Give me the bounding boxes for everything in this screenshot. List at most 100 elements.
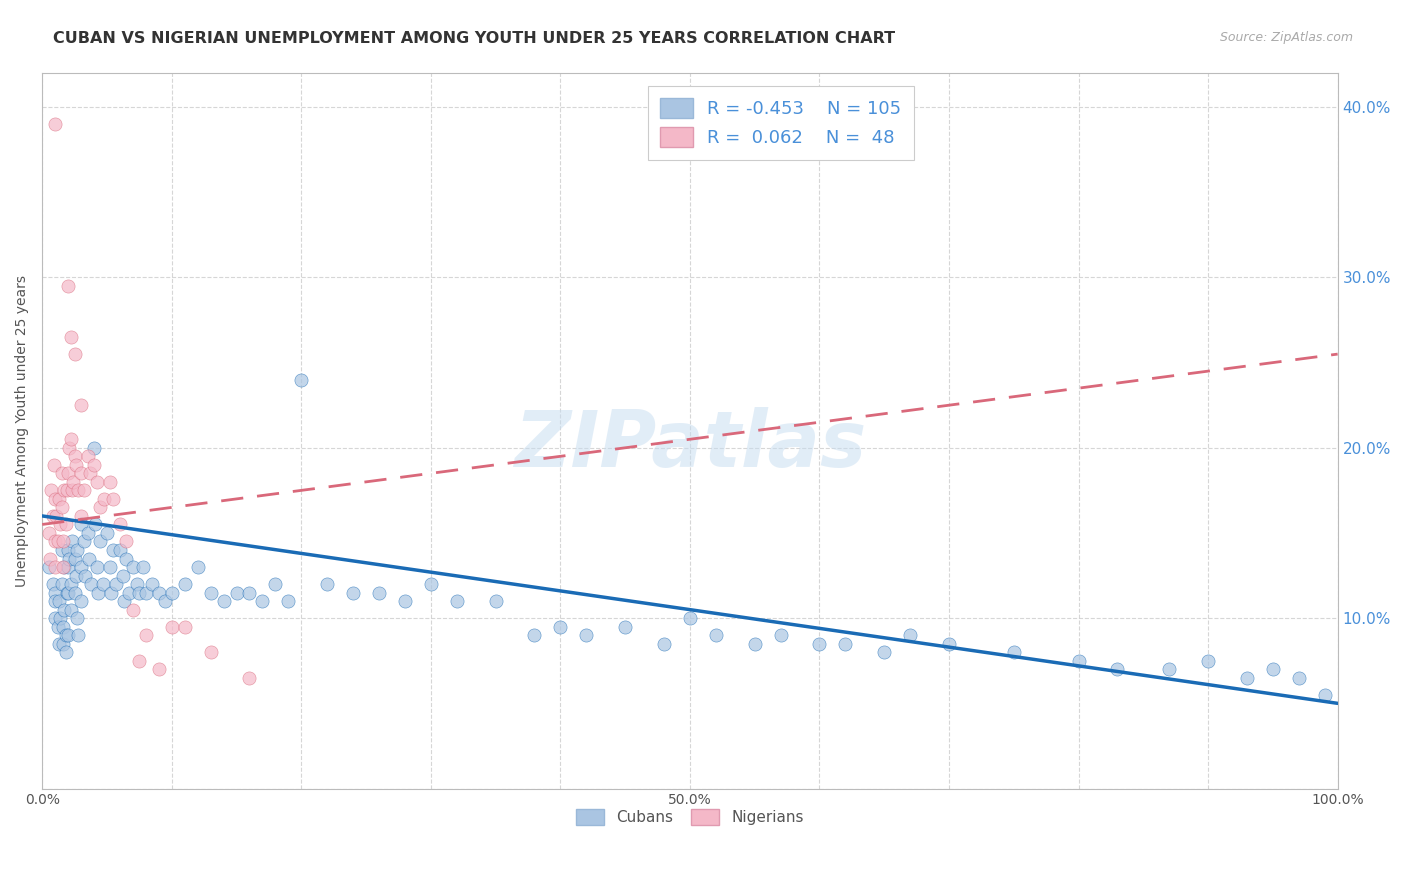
Point bbox=[394, 594, 416, 608]
Point bbox=[128, 654, 150, 668]
Point bbox=[98, 475, 121, 489]
Point bbox=[51, 500, 73, 515]
Point bbox=[89, 500, 111, 515]
Point bbox=[38, 560, 60, 574]
Point bbox=[70, 517, 93, 532]
Point bbox=[115, 551, 138, 566]
Point bbox=[316, 577, 339, 591]
Point bbox=[614, 620, 637, 634]
Point bbox=[56, 585, 79, 599]
Point bbox=[1107, 662, 1129, 676]
Point bbox=[38, 526, 60, 541]
Point bbox=[125, 577, 148, 591]
Point bbox=[67, 483, 90, 498]
Point bbox=[70, 560, 93, 574]
Point bbox=[148, 585, 170, 599]
Point bbox=[63, 551, 86, 566]
Point bbox=[72, 483, 94, 498]
Point bbox=[98, 560, 121, 574]
Point bbox=[70, 508, 93, 523]
Point bbox=[419, 577, 441, 591]
Point bbox=[56, 483, 79, 498]
Point bbox=[86, 475, 108, 489]
Point bbox=[103, 543, 125, 558]
Point bbox=[160, 585, 183, 599]
Point bbox=[72, 534, 94, 549]
Point bbox=[277, 594, 299, 608]
Point bbox=[1261, 662, 1284, 676]
Point bbox=[58, 441, 80, 455]
Point bbox=[108, 543, 131, 558]
Point bbox=[45, 508, 67, 523]
Point bbox=[132, 560, 155, 574]
Point bbox=[89, 534, 111, 549]
Point bbox=[63, 347, 86, 361]
Point bbox=[264, 577, 287, 591]
Point bbox=[160, 620, 183, 634]
Point bbox=[108, 517, 131, 532]
Point bbox=[83, 441, 105, 455]
Point bbox=[93, 491, 115, 506]
Point bbox=[744, 637, 766, 651]
Point bbox=[115, 534, 138, 549]
Point bbox=[63, 450, 86, 464]
Legend: Cubans, Nigerians: Cubans, Nigerians bbox=[567, 799, 813, 835]
Point bbox=[51, 543, 73, 558]
Point bbox=[128, 585, 150, 599]
Point bbox=[83, 458, 105, 472]
Point bbox=[42, 458, 65, 472]
Point bbox=[368, 585, 391, 599]
Point bbox=[1002, 645, 1025, 659]
Point bbox=[44, 611, 66, 625]
Point bbox=[238, 585, 260, 599]
Point bbox=[173, 577, 195, 591]
Point bbox=[76, 450, 98, 464]
Point bbox=[39, 483, 62, 498]
Point bbox=[48, 491, 70, 506]
Point bbox=[70, 398, 93, 412]
Point bbox=[70, 594, 93, 608]
Point bbox=[135, 585, 157, 599]
Point bbox=[96, 526, 118, 541]
Point bbox=[200, 645, 222, 659]
Text: CUBAN VS NIGERIAN UNEMPLOYMENT AMONG YOUTH UNDER 25 YEARS CORRELATION CHART: CUBAN VS NIGERIAN UNEMPLOYMENT AMONG YOU… bbox=[53, 31, 896, 46]
Point bbox=[91, 577, 114, 591]
Point bbox=[59, 330, 82, 344]
Point bbox=[49, 611, 72, 625]
Point bbox=[52, 534, 75, 549]
Point bbox=[44, 491, 66, 506]
Point bbox=[550, 620, 572, 634]
Point bbox=[342, 585, 364, 599]
Point bbox=[73, 568, 96, 582]
Point bbox=[173, 620, 195, 634]
Point bbox=[122, 560, 145, 574]
Point bbox=[41, 577, 63, 591]
Point bbox=[898, 628, 921, 642]
Point bbox=[62, 475, 84, 489]
Point bbox=[1313, 688, 1336, 702]
Point bbox=[212, 594, 235, 608]
Point bbox=[938, 637, 960, 651]
Point bbox=[46, 620, 69, 634]
Point bbox=[523, 628, 546, 642]
Point bbox=[103, 491, 125, 506]
Point bbox=[112, 594, 135, 608]
Point bbox=[252, 594, 274, 608]
Point bbox=[808, 637, 831, 651]
Point bbox=[238, 671, 260, 685]
Point bbox=[66, 543, 89, 558]
Point bbox=[56, 543, 79, 558]
Point bbox=[834, 637, 856, 651]
Point bbox=[155, 594, 177, 608]
Point bbox=[66, 611, 89, 625]
Point bbox=[652, 637, 675, 651]
Point bbox=[55, 517, 77, 532]
Point bbox=[51, 577, 73, 591]
Point bbox=[56, 467, 79, 481]
Point bbox=[76, 526, 98, 541]
Point bbox=[873, 645, 896, 659]
Y-axis label: Unemployment Among Youth under 25 years: Unemployment Among Youth under 25 years bbox=[15, 275, 30, 587]
Text: ZIPatlas: ZIPatlas bbox=[513, 407, 866, 483]
Point bbox=[1288, 671, 1310, 685]
Point bbox=[79, 467, 101, 481]
